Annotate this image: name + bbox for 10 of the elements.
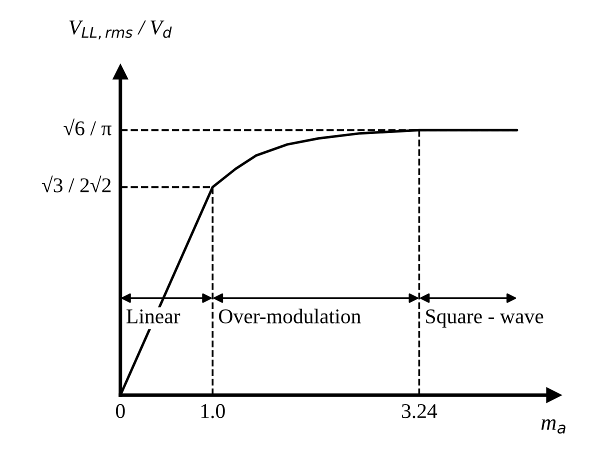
x-axis-title: m$_{a}$ xyxy=(541,419,566,434)
x-tick-label: 1.0 xyxy=(201,404,225,418)
ref-line-label: √6 / π xyxy=(64,118,112,136)
annotation: Square - wave xyxy=(426,309,544,328)
y-axis-title: V$_{LL,rms}$ / V$_{d}$ xyxy=(69,20,172,40)
x-tick-label: 3.24 xyxy=(402,404,438,418)
x-tick-label: 0 xyxy=(116,404,125,418)
annotation: Linear xyxy=(126,309,180,324)
ref-line-label: √3 / 2√2 xyxy=(42,176,111,192)
annotation: Over-modulation xyxy=(219,308,361,324)
